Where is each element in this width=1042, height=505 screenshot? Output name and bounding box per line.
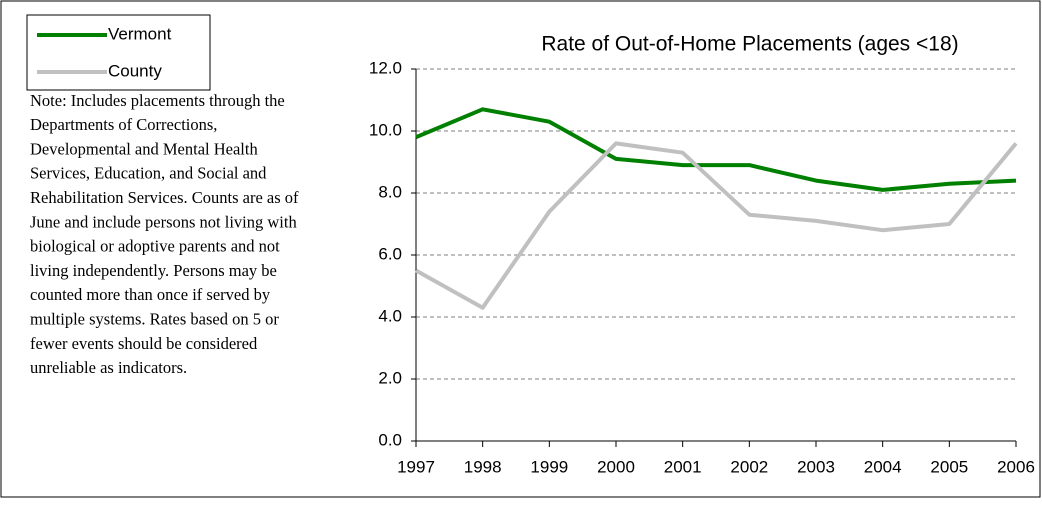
y-tick-label: 2.0: [378, 368, 402, 387]
legend-label: Vermont: [108, 24, 172, 43]
chart-title: Rate of Out-of-Home Placements (ages <18…: [541, 33, 958, 56]
x-tick-label: 2000: [597, 457, 635, 476]
x-tick-label: 1998: [464, 457, 502, 476]
y-tick-label: 0.0: [378, 430, 402, 449]
note-line: June and include persons not living with: [30, 212, 297, 231]
note-line: multiple systems. Rates based on 5 or: [30, 309, 279, 328]
x-tick-label: 2005: [930, 457, 968, 476]
x-tick-label: 1997: [397, 457, 435, 476]
note-line: Services, Education, and Social and: [30, 164, 267, 183]
note-line: Note: Includes placements through the: [30, 91, 285, 110]
note-line: Developmental and Mental Health: [30, 139, 258, 158]
note-line: unreliable as indicators.: [30, 358, 187, 377]
note-line: biological or adoptive parents and not: [30, 237, 280, 256]
x-tick-label: 2004: [864, 457, 902, 476]
note-line: Departments of Corrections,: [30, 115, 217, 134]
legend-label: County: [108, 61, 162, 80]
note-line: fewer events should be considered: [30, 334, 258, 353]
legend-box: [26, 14, 211, 91]
x-tick-label: 2003: [797, 457, 835, 476]
x-tick-label: 2002: [730, 457, 768, 476]
y-tick-label: 10.0: [369, 120, 402, 139]
note-line: Rehabilitation Services. Counts are as o…: [30, 188, 299, 207]
series-line: [415, 107, 1017, 192]
x-tick-label: 2001: [664, 457, 702, 476]
y-tick-label: 6.0: [378, 244, 402, 263]
y-tick-label: 4.0: [378, 306, 402, 325]
x-tick-label: 1999: [530, 457, 568, 476]
x-tick-label: 2006: [997, 457, 1035, 476]
y-tick-label: 12.0: [369, 58, 402, 77]
note-line: counted more than once if served by: [30, 285, 271, 304]
note-line: living independently. Persons may be: [30, 261, 277, 280]
series-line: [415, 141, 1018, 310]
y-tick-label: 8.0: [378, 182, 402, 201]
